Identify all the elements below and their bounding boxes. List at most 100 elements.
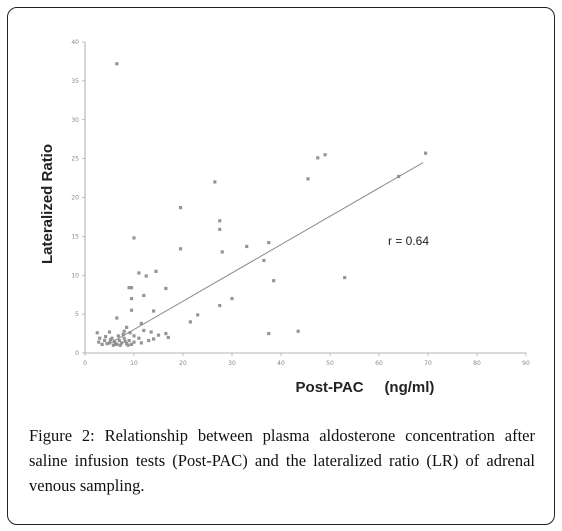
data-point: [132, 340, 136, 344]
y-tick-label: 0: [75, 350, 79, 357]
data-point: [316, 156, 320, 160]
data-point: [262, 258, 266, 263]
data-point: [103, 335, 108, 339]
x-tick-label: 70: [424, 360, 432, 367]
y-tick-label: 20: [71, 195, 79, 202]
x-tick-label: 50: [326, 360, 334, 367]
data-point: [129, 296, 134, 301]
data-point: [397, 174, 401, 179]
data-point: [105, 342, 109, 346]
data-point: [118, 343, 122, 347]
data-point: [245, 244, 249, 249]
y-axis-title: Lateralized Ratio: [39, 144, 56, 264]
caption-text: : Relationship between plasma aldosteron…: [29, 426, 535, 495]
data-point: [127, 338, 131, 343]
figure-caption: Figure 2: Relationship between plasma al…: [29, 423, 535, 498]
data-point: [156, 333, 161, 337]
x-tick-label: 20: [179, 360, 187, 367]
data-point: [121, 332, 125, 336]
data-point: [218, 219, 222, 223]
data-point: [113, 342, 117, 346]
y-tick-label: 15: [71, 233, 79, 240]
data-point: [120, 341, 124, 345]
data-point: [154, 269, 158, 273]
data-point: [97, 340, 101, 344]
data-point: [126, 343, 130, 347]
data-point: [127, 286, 131, 290]
figure-frame: [7, 7, 555, 525]
data-point: [129, 342, 134, 347]
x-tick-label: 10: [130, 360, 138, 367]
data-point: [116, 334, 120, 338]
y-tick-label: 40: [71, 39, 79, 46]
data-point: [122, 336, 126, 340]
data-point: [137, 336, 141, 340]
data-point: [129, 286, 134, 290]
data-point: [230, 296, 234, 301]
data-point: [128, 331, 132, 335]
data-point: [98, 336, 102, 340]
caption-label: Figure 2: [29, 426, 91, 445]
data-point: [117, 338, 121, 343]
data-point: [267, 331, 271, 336]
data-point: [132, 334, 136, 338]
data-point: [144, 274, 148, 278]
data-point: [100, 342, 104, 347]
data-point: [107, 330, 112, 334]
data-point: [164, 331, 168, 336]
x-axis: 0 10 20 30 40 50 60 70 80 90: [83, 352, 530, 367]
data-point: [178, 206, 183, 210]
data-point: [123, 339, 127, 343]
x-tick-label: 60: [375, 360, 383, 367]
data-point: [343, 275, 347, 280]
data-point: [139, 321, 143, 326]
y-tick-label: 5: [75, 311, 79, 318]
data-point: [111, 343, 116, 347]
data-point: [164, 286, 168, 291]
data-point: [129, 308, 134, 312]
data-point: [196, 313, 200, 317]
data-point: [267, 240, 271, 245]
data-point: [122, 329, 126, 333]
data-point: [103, 338, 107, 343]
data-point: [296, 329, 300, 333]
y-tick-label: 35: [71, 78, 79, 85]
data-point: [218, 303, 222, 308]
trendline: [109, 162, 424, 345]
data-point: [147, 338, 151, 343]
trendline-layer: [109, 162, 424, 345]
data-point: [166, 335, 170, 340]
x-tick-label: 90: [522, 360, 530, 367]
y-tick-label: 10: [71, 272, 79, 279]
x-tick-label: 30: [228, 360, 236, 367]
y-tick-label: 30: [71, 117, 79, 124]
correlation-annotation: r = 0.64: [388, 234, 429, 248]
data-point: [132, 236, 136, 240]
x-tick-label: 0: [83, 360, 87, 367]
data-point: [137, 271, 141, 275]
data-point: [139, 341, 143, 345]
data-point: [108, 338, 113, 342]
x-tick-label: 80: [473, 360, 481, 367]
data-point: [323, 153, 327, 157]
data-point: [306, 177, 310, 181]
data-point: [152, 337, 156, 341]
x-axis-title: Post-PAC (ng/ml): [296, 379, 435, 396]
data-point: [272, 279, 276, 283]
y-axis: 0 5 10 15 20 25 30 35 40: [71, 39, 86, 357]
data-point: [115, 316, 119, 320]
y-tick-label: 25: [71, 156, 79, 163]
data-point: [178, 247, 183, 251]
data-points: [95, 62, 428, 347]
data-point: [142, 293, 146, 298]
data-point: [112, 339, 116, 343]
data-point: [142, 328, 146, 333]
data-point: [149, 330, 153, 334]
data-point: [107, 341, 112, 345]
data-point: [218, 227, 222, 231]
data-point: [423, 151, 428, 155]
data-point: [115, 62, 119, 66]
scatter-chart: 0 5 10 15 20 25 30 35 40 0 10 20 30 40 50 60 70 80 90 Lat…: [39, 39, 530, 396]
x-tick-label: 40: [277, 360, 285, 367]
data-point: [188, 320, 192, 324]
